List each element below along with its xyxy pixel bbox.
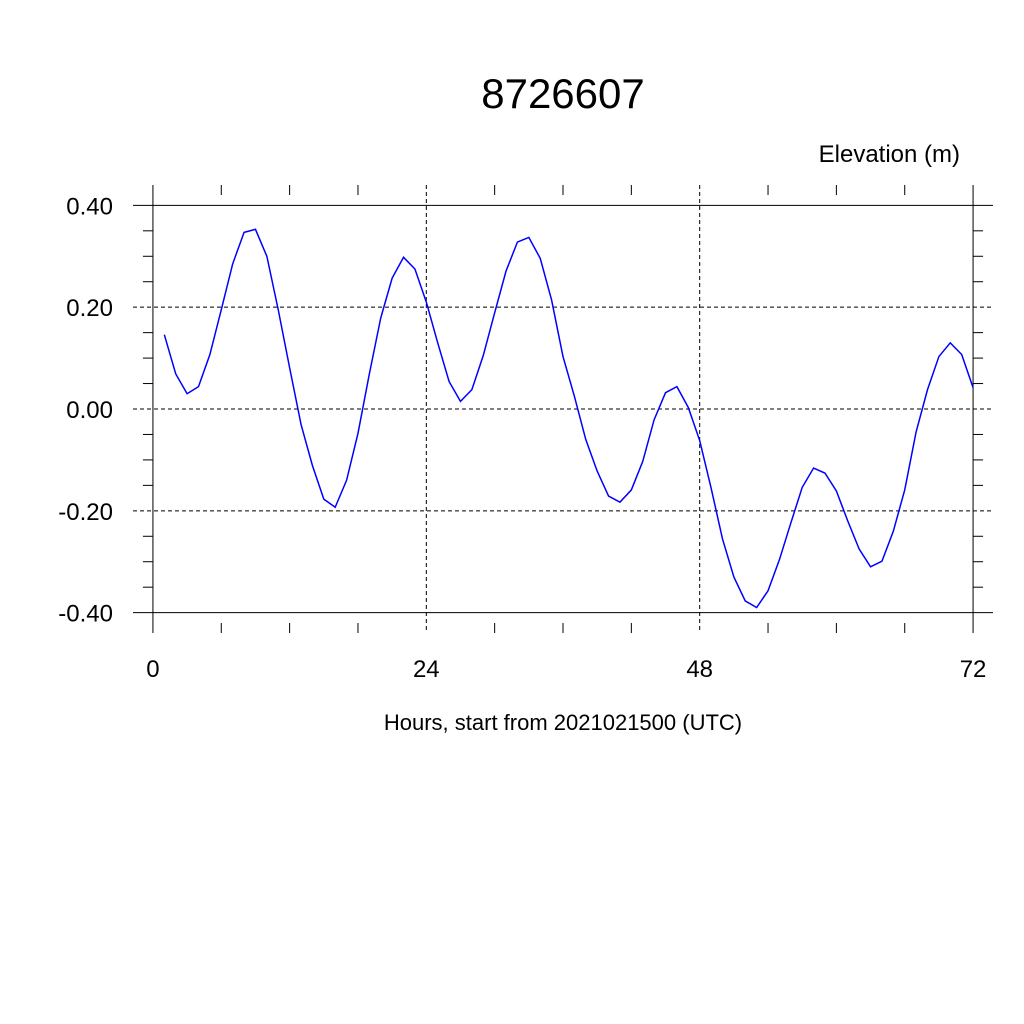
x-axis-label: Hours, start from 2021021500 (UTC) — [384, 710, 742, 735]
x-tick-label: 72 — [960, 656, 987, 683]
series-line — [163, 228, 974, 609]
y-tick-label: 0.20 — [66, 295, 113, 322]
y-tick-label: 0.40 — [66, 193, 113, 220]
y-tick-label: 0.00 — [66, 397, 113, 424]
x-tick-label: 48 — [686, 656, 713, 683]
y-tick-label: -0.20 — [58, 499, 113, 526]
x-tick-label: 0 — [146, 656, 159, 683]
y-axis-label: Elevation (m) — [819, 141, 960, 168]
chart-title: 8726607 — [481, 70, 645, 117]
x-tick-label: 24 — [413, 656, 440, 683]
y-tick-label: -0.40 — [58, 601, 113, 628]
